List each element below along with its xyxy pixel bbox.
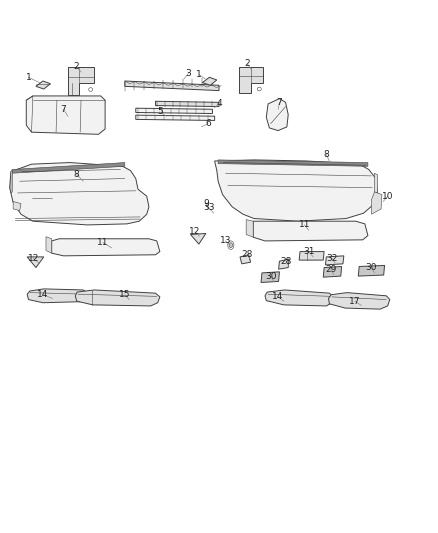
Polygon shape [253,221,368,241]
Polygon shape [239,67,263,93]
Polygon shape [68,67,94,95]
Polygon shape [10,163,149,225]
Ellipse shape [99,245,107,252]
Text: 31: 31 [303,247,314,256]
Polygon shape [246,220,253,237]
Text: 2: 2 [245,60,250,68]
Polygon shape [265,290,334,306]
Ellipse shape [228,241,234,249]
Polygon shape [358,265,385,276]
Polygon shape [13,201,21,211]
Text: 5: 5 [157,108,163,116]
Text: 28: 28 [280,257,292,265]
Ellipse shape [334,192,354,205]
Ellipse shape [266,274,276,280]
Polygon shape [125,81,219,91]
Text: 6: 6 [205,119,211,128]
Ellipse shape [257,87,261,91]
Polygon shape [52,239,160,256]
Text: 4: 4 [216,100,222,108]
Ellipse shape [332,190,356,206]
Text: 11: 11 [97,238,109,247]
Polygon shape [371,192,382,214]
Text: 11: 11 [299,221,310,229]
Text: 1: 1 [196,70,202,79]
Ellipse shape [271,105,284,126]
Text: 32: 32 [326,254,338,263]
Text: 13: 13 [220,237,231,245]
Polygon shape [27,257,44,268]
Polygon shape [155,101,219,107]
Ellipse shape [229,243,233,247]
Text: 30: 30 [366,263,377,272]
Polygon shape [266,99,288,131]
Ellipse shape [367,180,374,185]
Text: 8: 8 [323,150,329,159]
Ellipse shape [303,229,311,236]
Text: 12: 12 [28,254,39,263]
Text: 28: 28 [242,251,253,259]
Polygon shape [323,266,342,277]
Text: 7: 7 [276,98,283,107]
Text: 15: 15 [119,290,131,299]
Polygon shape [215,160,378,221]
Polygon shape [202,77,217,85]
Text: 10: 10 [382,192,393,200]
Text: 1: 1 [25,73,32,82]
Polygon shape [12,163,125,173]
Text: 12: 12 [189,228,201,236]
Ellipse shape [125,179,133,184]
Ellipse shape [76,193,99,209]
Polygon shape [46,237,52,253]
Polygon shape [26,96,105,134]
Polygon shape [36,81,50,89]
Text: 14: 14 [272,293,284,301]
Ellipse shape [267,182,307,204]
Polygon shape [325,256,344,265]
Text: 14: 14 [37,290,49,299]
Ellipse shape [270,184,304,202]
Ellipse shape [83,72,88,77]
Text: 30: 30 [265,272,276,280]
Text: 17: 17 [349,297,360,305]
Polygon shape [11,169,12,193]
Polygon shape [240,255,251,264]
Ellipse shape [365,268,378,273]
Ellipse shape [128,246,136,253]
Ellipse shape [260,196,265,201]
Ellipse shape [32,192,52,205]
Polygon shape [218,160,368,166]
Ellipse shape [219,172,227,177]
Ellipse shape [334,230,342,237]
Polygon shape [328,293,390,309]
Ellipse shape [72,172,81,178]
Ellipse shape [328,269,338,274]
Polygon shape [136,108,212,114]
Ellipse shape [271,228,279,235]
Polygon shape [75,290,160,306]
Text: 8: 8 [74,170,80,179]
Text: 29: 29 [325,265,336,273]
Polygon shape [299,252,324,260]
Polygon shape [261,272,279,282]
Ellipse shape [31,126,37,132]
Polygon shape [279,259,289,269]
Text: 33: 33 [203,204,215,212]
Ellipse shape [78,196,97,207]
Text: 2: 2 [74,62,79,71]
Ellipse shape [254,71,259,75]
Ellipse shape [70,244,78,251]
Polygon shape [27,289,88,303]
Ellipse shape [29,190,53,207]
Text: 3: 3 [185,69,191,78]
Text: 7: 7 [60,105,67,114]
Ellipse shape [88,87,93,92]
Polygon shape [374,173,378,193]
Polygon shape [136,115,215,120]
Polygon shape [191,233,206,244]
Text: 9: 9 [203,199,209,208]
